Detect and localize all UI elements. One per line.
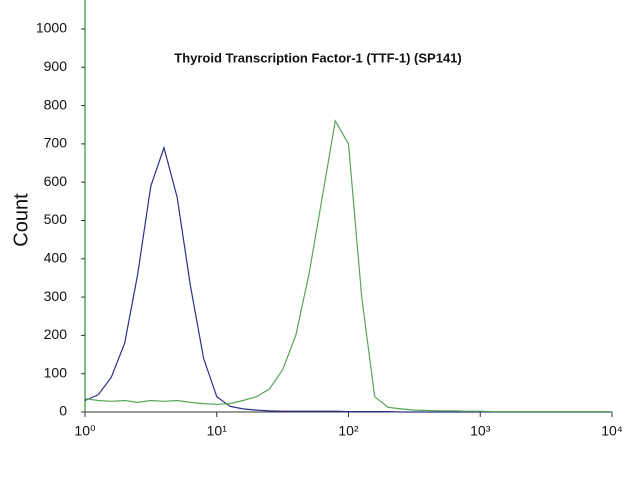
chart-title: Thyroid Transcription Factor-1 (TTF-1) (… (174, 50, 461, 65)
y-tick-label: 1000 (36, 20, 67, 36)
y-tick-label: 0 (59, 403, 67, 419)
y-tick-label: 300 (44, 288, 68, 304)
y-tick-label: 200 (44, 326, 68, 342)
histogram-line (84, 145, 612, 413)
x-tick-label: 10⁰ (74, 423, 96, 439)
y-tick-label: 800 (44, 96, 68, 112)
y-tick-label: 400 (44, 250, 68, 266)
x-tick-label: 10⁴ (601, 423, 623, 439)
y-tick-label: 100 (44, 364, 68, 380)
x-tick-label: 10² (338, 423, 359, 439)
y-tick-label: 600 (44, 173, 68, 189)
x-tick-label: 10¹ (207, 423, 228, 439)
y-tick-label: 700 (44, 135, 68, 151)
y-tick-label: 900 (44, 58, 68, 74)
x-tick-label: 10³ (470, 423, 491, 439)
y-axis-label: Count (10, 193, 32, 247)
histogram-line (84, 119, 612, 413)
y-tick-label: 500 (44, 211, 68, 227)
